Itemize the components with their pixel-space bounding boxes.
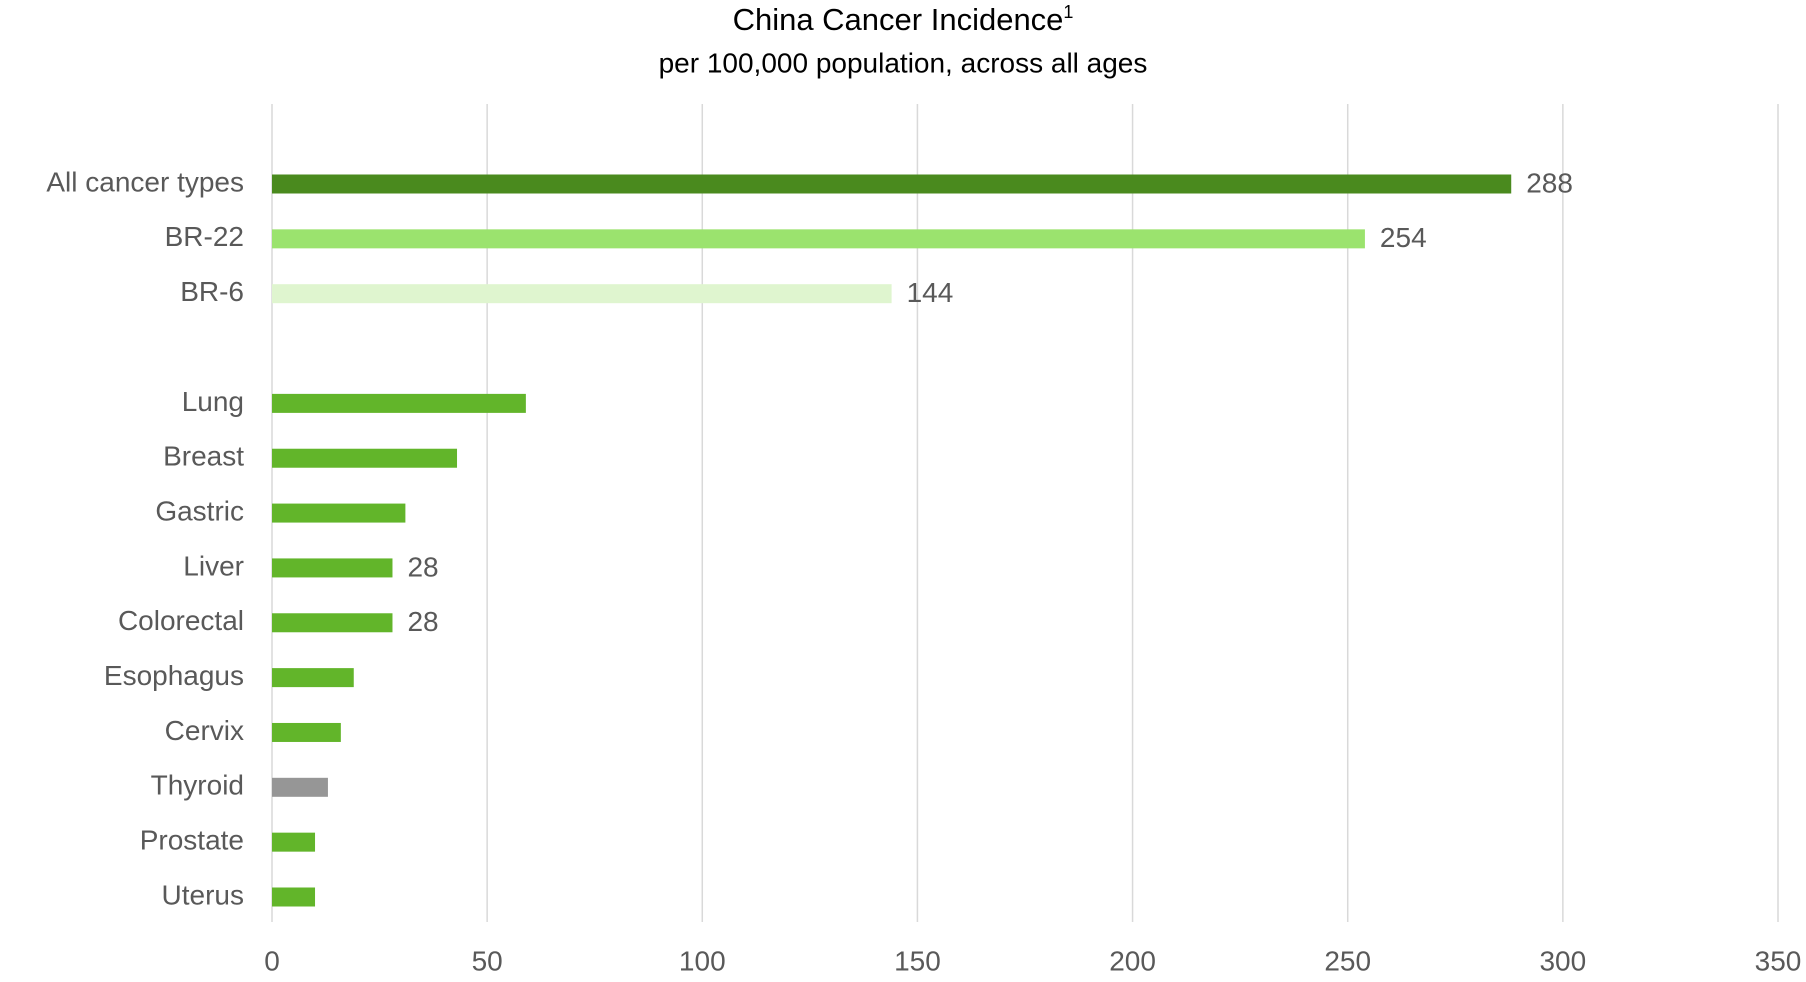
x-tick-label: 200	[1109, 945, 1156, 976]
data-label: 144	[907, 277, 954, 308]
x-tick-label: 300	[1539, 945, 1586, 976]
x-tick-label: 0	[264, 945, 280, 976]
chart-title-group: China Cancer Incidence1	[733, 2, 1074, 37]
bar	[272, 887, 316, 907]
y-tick-label: Thyroid	[151, 770, 244, 801]
title-superscript: 1	[1063, 2, 1073, 22]
x-tick-label: 150	[894, 945, 941, 976]
bar	[272, 393, 526, 413]
y-tick-label: Lung	[182, 386, 244, 417]
bar	[272, 284, 892, 304]
data-label: 254	[1380, 222, 1427, 253]
bar	[272, 668, 354, 688]
bar	[272, 448, 458, 468]
bar	[272, 174, 1512, 194]
data-label: 28	[407, 606, 438, 637]
bar	[272, 558, 393, 578]
bar	[272, 777, 328, 797]
y-tick-label: BR-6	[180, 276, 244, 307]
bar	[272, 722, 341, 742]
y-tick-label: Breast	[163, 441, 244, 472]
y-tick-label: Esophagus	[104, 660, 244, 691]
x-tick-label: 100	[679, 945, 726, 976]
x-tick-label: 50	[472, 945, 503, 976]
x-tick-label: 250	[1324, 945, 1371, 976]
y-tick-label: Cervix	[165, 715, 244, 746]
data-label: 288	[1526, 167, 1573, 198]
chart-title: China Cancer Incidence	[733, 2, 1064, 37]
bar	[272, 229, 1365, 249]
x-tick-label: 350	[1755, 945, 1802, 976]
bar	[272, 503, 406, 523]
y-tick-label: Gastric	[155, 495, 244, 526]
chart-subtitle: per 100,000 population, across all ages	[659, 47, 1148, 78]
bar	[272, 832, 316, 852]
y-tick-label: BR-22	[165, 221, 244, 252]
y-tick-label: Liver	[183, 550, 244, 581]
y-tick-label: Uterus	[162, 879, 244, 910]
y-tick-label: Prostate	[140, 825, 244, 856]
bar	[272, 613, 393, 633]
y-tick-label: Colorectal	[118, 605, 244, 636]
data-label: 28	[407, 551, 438, 582]
y-tick-label: All cancer types	[46, 166, 244, 197]
